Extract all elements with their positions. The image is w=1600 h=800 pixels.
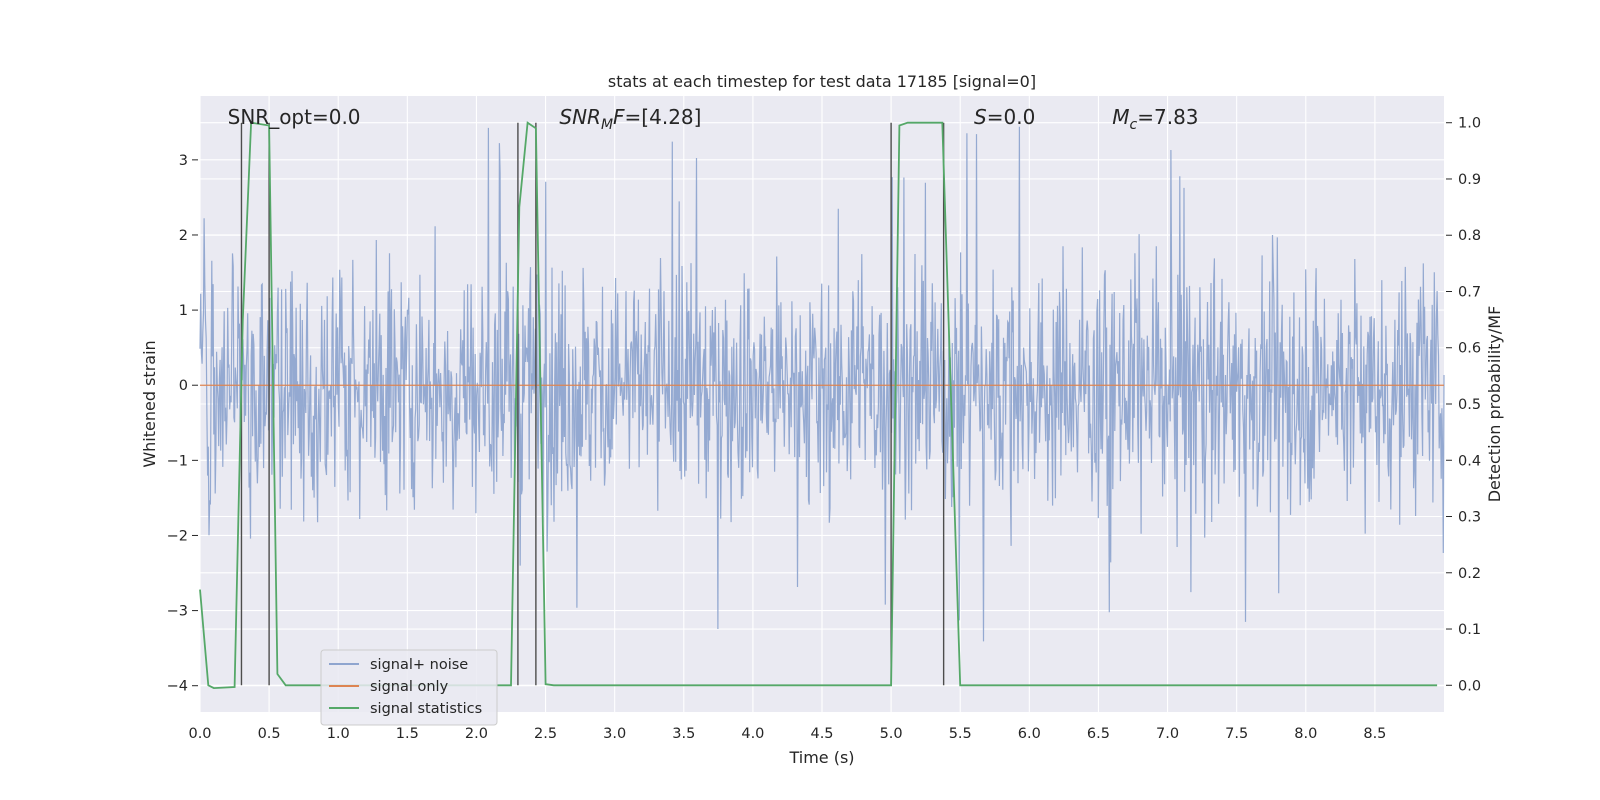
y2-tick-label: 0.0 [1458, 678, 1481, 694]
y2-tick-label: 0.9 [1458, 172, 1481, 188]
annotation-symbol-tail: F [613, 105, 625, 129]
annotation-1: SNRMF=[4.28] [559, 105, 701, 133]
annotation-value: =7.83 [1137, 105, 1198, 129]
series-signal-statistics [199, 121, 1438, 690]
x-tick-label: 5.5 [949, 726, 972, 742]
annotation-subscript: c [1130, 117, 1138, 133]
y2-tick-label: 0.4 [1458, 453, 1481, 469]
legend: signal+ noise signal only signal statist… [320, 649, 498, 726]
x-tick-label: 5.0 [880, 726, 903, 742]
x-axis-title: Time (s) [788, 748, 854, 767]
y-tick-label: 2 [179, 228, 188, 244]
y-tick-label: 1 [179, 303, 188, 319]
annotation-value: =0.0 [987, 105, 1036, 129]
legend-label-signal-noise: signal+ noise [370, 657, 468, 673]
y2-tick-label: 0.5 [1458, 397, 1481, 413]
annotation-number: =[4.28] [625, 105, 702, 129]
legend-box [320, 649, 498, 726]
series-signal-noise [199, 126, 1445, 642]
x-tick-label: 6.5 [1087, 726, 1110, 742]
y-tick-label: 0 [179, 378, 188, 394]
y-tick-label: −3 [167, 604, 188, 620]
statistics-line [199, 121, 1438, 690]
y2-tick-label: 1.0 [1458, 116, 1481, 132]
x-tick-label: 2.5 [534, 726, 557, 742]
annotation-0: SNR_opt=0.0 [228, 105, 361, 129]
y2-axis-ticks: 1.0 0.9 0.8 0.7 0.6 0.5 0.4 0.3 0.2 0.1 0.0 [1446, 116, 1481, 694]
annotations: SNR_opt=0.0 SNRMF=[4.28] S=0.0 Mc=7.83 [228, 105, 1199, 133]
chart-title: stats at each timestep for test data 171… [608, 72, 1036, 91]
x-tick-label: 7.5 [1225, 726, 1248, 742]
x-tick-label: 0.0 [188, 726, 211, 742]
y-axis-title: Whitened strain [140, 340, 159, 467]
annotation-symbol: S [974, 105, 987, 129]
legend-label-signal-statistics: signal statistics [370, 701, 482, 717]
y2-tick-label: 0.2 [1458, 566, 1481, 582]
y2-tick-label: 0.8 [1458, 228, 1481, 244]
y2-tick-label: 0.3 [1458, 510, 1481, 526]
annotation-symbol: M [1112, 105, 1129, 129]
annotation-subscript: M [601, 117, 613, 133]
annotation-symbol: SNR [559, 105, 601, 129]
y2-tick-label: 0.7 [1458, 284, 1481, 300]
vertical-markers [240, 122, 945, 686]
y-tick-label: 3 [179, 153, 188, 169]
x-tick-label: 0.5 [258, 726, 281, 742]
annotation-3: Mc=7.83 [1112, 105, 1198, 133]
y-axis-ticks: 3 2 1 0 −1 −2 −3 −4 [167, 153, 198, 695]
x-tick-label: 2.0 [465, 726, 488, 742]
x-tick-label: 7.0 [1156, 726, 1179, 742]
x-tick-label: 1.0 [327, 726, 350, 742]
y-tick-label: −2 [167, 528, 188, 544]
y2-tick-label: 0.6 [1458, 341, 1481, 357]
x-tick-label: 3.5 [672, 726, 695, 742]
x-tick-label: 8.0 [1294, 726, 1317, 742]
x-tick-label: 4.0 [741, 726, 764, 742]
x-tick-label: 1.5 [396, 726, 419, 742]
annotation-2: S=0.0 [974, 105, 1035, 129]
legend-label-signal-only: signal only [370, 679, 449, 695]
annotation-number: =7.83 [1137, 105, 1198, 129]
y-tick-label: −4 [167, 679, 188, 695]
x-axis-ticks: 0.0 0.5 1.0 1.5 2.0 2.5 3.0 3.5 4.0 4.5 5.0 5.5 6.0 6… [188, 726, 1386, 742]
annotation-value: F=[4.28] [613, 105, 701, 129]
y2-axis-title: Detection probability/MF [1485, 306, 1504, 503]
noise-trace [199, 126, 1445, 642]
y2-tick-label: 0.1 [1458, 622, 1481, 638]
y-tick-label: −1 [167, 453, 188, 469]
x-tick-label: 6.0 [1018, 726, 1041, 742]
x-tick-label: 4.5 [810, 726, 833, 742]
x-tick-label: 3.0 [603, 726, 626, 742]
x-tick-label: 8.5 [1363, 726, 1386, 742]
